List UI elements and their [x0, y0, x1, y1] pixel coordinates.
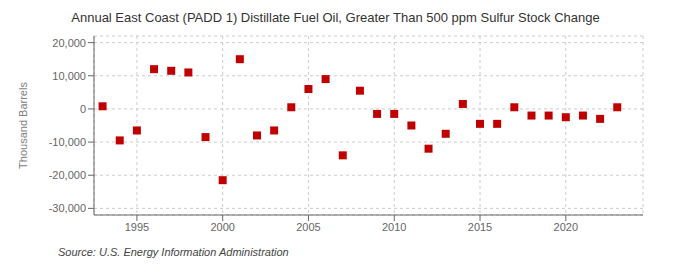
svg-text:2010: 2010: [382, 221, 406, 233]
svg-text:1995: 1995: [125, 221, 149, 233]
svg-text:2020: 2020: [554, 221, 578, 233]
svg-text:10,000: 10,000: [52, 70, 86, 82]
svg-text:-20,000: -20,000: [49, 169, 86, 181]
svg-text:-10,000: -10,000: [49, 136, 86, 148]
svg-text:0: 0: [80, 103, 86, 115]
svg-text:2000: 2000: [210, 221, 234, 233]
html-text:Source: U.S. Energy Informatio: Source: U.S. Energy Information Administ…: [58, 246, 289, 258]
svg-text:Thousand Barrels: Thousand Barrels: [17, 82, 29, 169]
svg-text:-30,000: -30,000: [49, 202, 86, 214]
svg-text:2005: 2005: [296, 221, 320, 233]
svg-text:2015: 2015: [468, 221, 492, 233]
html-text:Annual East Coast (PADD 1) Dis: Annual East Coast (PADD 1) Distillate Fu…: [71, 10, 600, 25]
svg-text:20,000: 20,000: [52, 37, 86, 49]
